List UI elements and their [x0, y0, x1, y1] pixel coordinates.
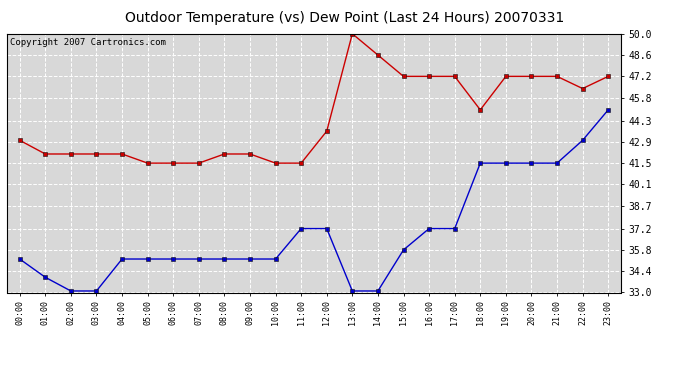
Text: Copyright 2007 Cartronics.com: Copyright 2007 Cartronics.com [10, 38, 166, 46]
Text: Outdoor Temperature (vs) Dew Point (Last 24 Hours) 20070331: Outdoor Temperature (vs) Dew Point (Last… [126, 11, 564, 25]
